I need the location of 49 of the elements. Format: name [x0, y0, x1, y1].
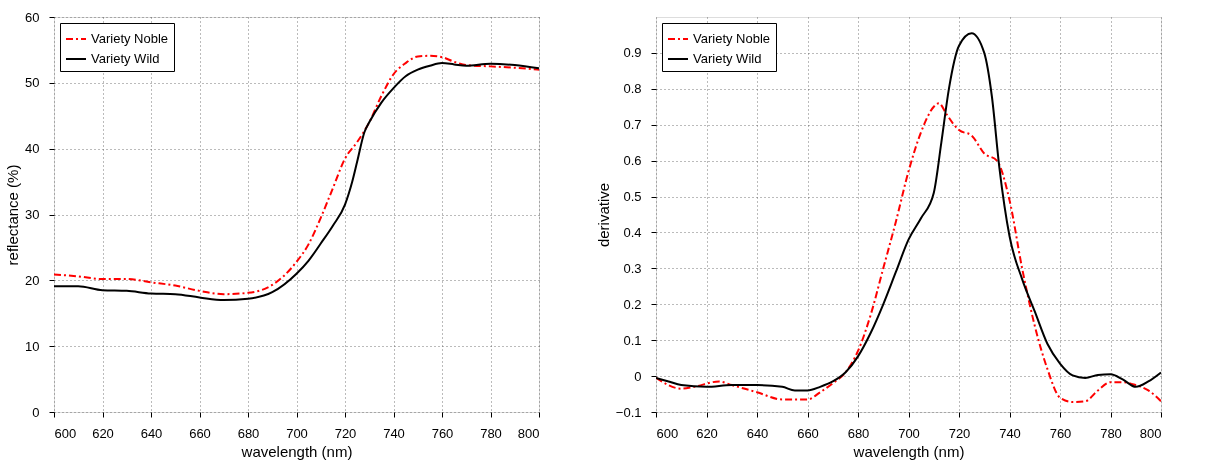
- x-tick-label: 660: [189, 425, 211, 441]
- y-tick-label: 30: [25, 207, 40, 222]
- x-tick-label: 640: [140, 425, 163, 441]
- x-tick-label: 620: [696, 425, 718, 441]
- y-tick-label: 0: [634, 368, 642, 384]
- x-tick-label: 740: [999, 425, 1021, 441]
- x-axis-title: wavelength (nm): [240, 442, 353, 460]
- y-tick-label: 0.4: [623, 224, 642, 240]
- x-tick-label: 640: [746, 425, 769, 441]
- x-tick-label: 600: [54, 425, 77, 441]
- y-tick-label: 40: [25, 141, 40, 157]
- x-tick-label: 800: [1139, 425, 1162, 441]
- y-tick-label: 0.7: [623, 117, 642, 133]
- x-axis-title: wavelength (nm): [852, 442, 965, 460]
- x-tick-label: 780: [480, 425, 502, 441]
- x-tick-label: 680: [237, 425, 260, 441]
- x-tick-label: 720: [948, 425, 971, 441]
- y-tick-label: −0.1: [615, 404, 642, 420]
- y-tick-label: 0.6: [623, 153, 642, 169]
- y-tick-label: 20: [25, 272, 40, 288]
- legend-label: Variety Wild: [693, 51, 762, 66]
- x-tick-label: 780: [1100, 425, 1122, 441]
- y-tick-label: 0.5: [623, 189, 642, 205]
- x-tick-label: 700: [898, 425, 920, 441]
- y-tick-label: 0.8: [623, 81, 642, 97]
- y-tick-label: 0: [32, 404, 40, 420]
- x-tick-label: 740: [383, 425, 405, 441]
- y-tick-label: 0.1: [623, 332, 642, 348]
- legend-label: Variety Noble: [693, 31, 771, 46]
- y-axis-title: derivative: [594, 182, 612, 248]
- x-tick-label: 620: [92, 425, 114, 441]
- y-tick-label: 60: [25, 9, 40, 25]
- legend-label: Variety Noble: [91, 31, 169, 46]
- x-tick-label: 720: [334, 425, 357, 441]
- x-tick-label: 680: [847, 425, 870, 441]
- y-tick-label: 0.2: [623, 296, 642, 312]
- y-tick-label: 0.3: [623, 260, 642, 276]
- x-tick-label: 760: [431, 425, 454, 441]
- x-tick-label: 760: [1049, 425, 1072, 441]
- x-tick-label: 660: [797, 425, 819, 441]
- x-tick-label: 700: [286, 425, 308, 441]
- x-tick-label: 600: [656, 425, 679, 441]
- y-axis-title: reflectance (%): [4, 164, 22, 266]
- x-tick-label: 800: [517, 425, 540, 441]
- y-tick-label: 10: [25, 338, 40, 354]
- legend-label: Variety Wild: [91, 51, 160, 66]
- y-tick-label: 0.9: [623, 45, 642, 61]
- y-tick-label: 50: [25, 75, 40, 91]
- line-series: [656, 102, 1161, 403]
